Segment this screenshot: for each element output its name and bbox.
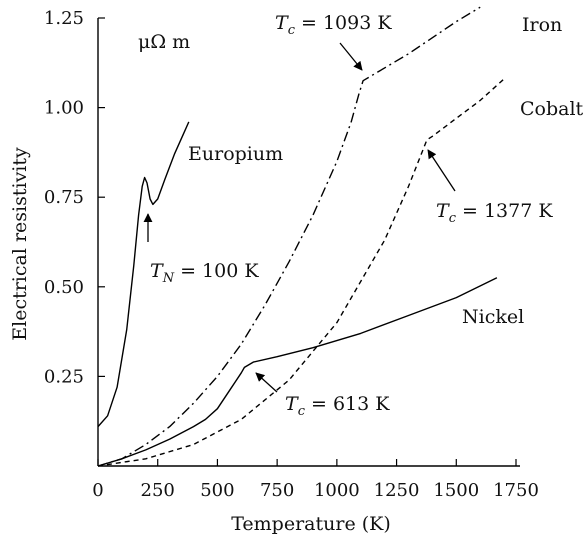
y-tick-label: 0.50 — [44, 277, 84, 298]
x-ticks: 0 250 500 750 1000 1250 1500 1750 — [92, 459, 539, 501]
series-label-nickel: Nickel — [462, 306, 524, 328]
x-tick-label: 1750 — [493, 480, 539, 501]
x-tick-label: 500 — [200, 480, 234, 501]
y-tick-label: 0.75 — [44, 187, 84, 208]
series-line-europium — [97, 121, 190, 428]
series-line-nickel — [97, 277, 498, 467]
series-layer — [97, 6, 505, 467]
x-tick-label: 0 — [92, 480, 103, 501]
annotation-label-iron: Tc = 1093 K — [275, 12, 392, 38]
annotation-arrow-iron — [339, 42, 363, 71]
units-label: μΩ m — [138, 31, 190, 53]
series-label-europium: Europium — [188, 143, 283, 165]
annotation-label-nickel: Tc = 613 K — [285, 393, 390, 419]
x-tick-label: 1250 — [374, 480, 420, 501]
y-tick-label: 1.25 — [44, 8, 84, 29]
x-axis-title: Temperature (K) — [231, 513, 391, 535]
x-tick-label: 750 — [260, 480, 294, 501]
y-ticks: 0.25 0.50 0.75 1.00 1.25 — [44, 8, 105, 387]
annotation-arrow-nickel — [255, 372, 278, 393]
y-tick-label: 0.25 — [44, 366, 84, 387]
series-label-cobalt: Cobalt — [520, 98, 584, 120]
series-label-iron: Iron — [522, 14, 562, 36]
series-line-cobalt — [97, 78, 505, 467]
x-tick-label: 250 — [141, 480, 175, 501]
x-tick-label: 1000 — [314, 480, 360, 501]
series-line-iron — [97, 6, 481, 467]
x-tick-label: 1500 — [433, 480, 479, 501]
annotation-label-europium: TN = 100 K — [150, 260, 259, 286]
annotation-label-cobalt: Tc = 1377 K — [436, 200, 553, 226]
y-axis-title: Electrical resistivity — [9, 147, 31, 341]
annotation-arrow-cobalt — [427, 149, 456, 192]
y-tick-label: 1.00 — [44, 98, 84, 119]
